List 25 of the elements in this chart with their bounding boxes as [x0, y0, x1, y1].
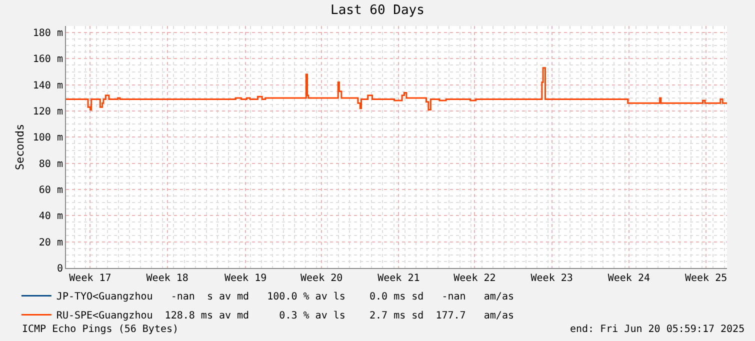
y-tick-label: 180 m: [32, 28, 63, 40]
y-tick-label: 80 m: [38, 158, 63, 170]
x-tick-label: Week 22: [454, 273, 496, 284]
x-tick-label: Week 19: [224, 273, 267, 284]
legend-label: RU-SPE<Guangzhou 128.8 ms av md 0.3 % av ls 2.7 ms sd 177.7 am/as: [56, 310, 514, 322]
text: end: Fri Jun 20 05:59:17 2025: [570, 324, 745, 335]
y-tick-label: 120 m: [32, 106, 63, 118]
y-tick-label: 60 m: [38, 185, 63, 196]
text: ICMP Echo Pings (56 Bytes): [22, 324, 179, 335]
y-tick-label: 40 m: [38, 211, 63, 222]
y-tick-label: 140 m: [32, 80, 63, 92]
y-tick-label: 20 m: [38, 237, 63, 248]
y-axis-title: Seconds: [14, 124, 27, 170]
x-tick-label: Week 25: [684, 273, 728, 284]
chart-title: Last 60 Days: [330, 3, 424, 18]
y-tick-label: 100 m: [32, 132, 63, 144]
y-tick-label: 160 m: [32, 54, 63, 66]
x-tick-label: Week 21: [378, 273, 420, 284]
y-tick-label: 0: [56, 264, 63, 274]
x-tick-label: Week 17: [69, 273, 112, 284]
x-tick-label: Week 18: [146, 273, 188, 284]
x-tick-label: Week 23: [530, 273, 573, 284]
legend-label: JP-TYO<Guangzhou -nan s av md 100.0 % av ls 0.0 ms sd -nan am/as: [56, 292, 514, 303]
x-tick-label: Week 24: [608, 273, 650, 284]
x-tick-label: Week 20: [300, 273, 343, 284]
